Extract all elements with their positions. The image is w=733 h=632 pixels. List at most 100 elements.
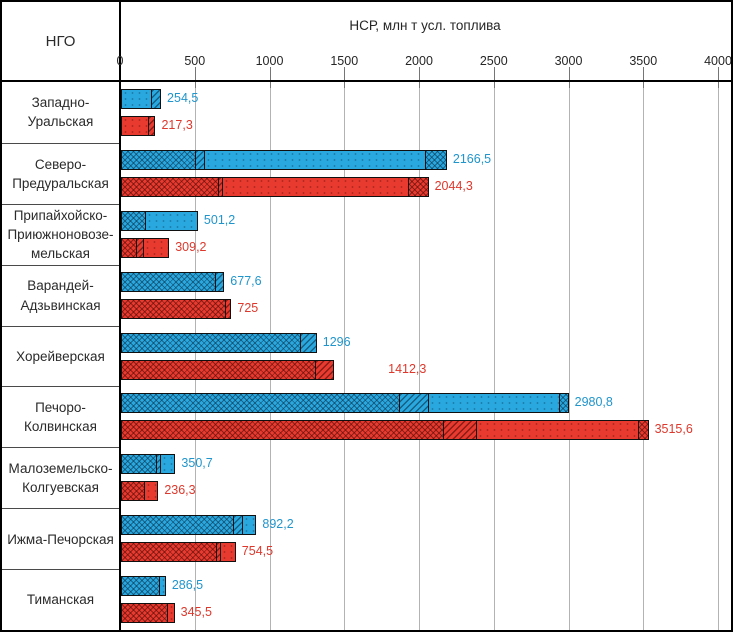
category-row: Варандей- Адзьвинская 677,6 725: [2, 264, 731, 326]
axis-tick-label: 2500: [479, 54, 508, 68]
bar-value-label: 2166,5: [452, 151, 492, 166]
axis-tick-label: 1500: [330, 54, 359, 68]
bar-segment: [225, 299, 231, 318]
category-label: Малоземельско- Колгуевская: [2, 447, 119, 508]
bar-value-label: 501,2: [203, 212, 236, 227]
bar-segment: [151, 90, 161, 108]
bar-segment: [122, 272, 215, 291]
bar-segment: [144, 482, 158, 501]
bar-segment: [145, 211, 197, 230]
axis-tick: [493, 67, 495, 88]
bar-segment: [299, 333, 316, 352]
bar-segment: [122, 455, 156, 474]
bar-segment: [159, 577, 165, 596]
bar-segment: [558, 394, 568, 413]
ngo-header-cell: НГО: [45, 32, 76, 50]
axis-tick-label: 3000: [554, 54, 583, 68]
bar-segment: [148, 117, 155, 135]
bar-value-label: 345,5: [180, 605, 212, 620]
axis-tick-label: 4000: [704, 54, 732, 68]
bar-segment: [399, 394, 429, 413]
bar-blue: [121, 271, 225, 292]
bar-blue: [121, 454, 176, 475]
bar-segment: [428, 394, 559, 413]
bar-segment: [443, 421, 477, 440]
bar-segment: [408, 177, 428, 196]
category-row: Ижма-Печорская 892,2 754,5: [2, 508, 731, 569]
bar-value-label: 309,2: [175, 239, 207, 254]
bar-red: [121, 359, 335, 380]
gridline: [344, 82, 346, 630]
bar-segment: [160, 455, 175, 474]
bar-red: [121, 420, 649, 441]
bar-red: [121, 176, 429, 197]
bar-value-label: 1296: [322, 334, 351, 349]
bar-segment: [122, 117, 149, 135]
bar-blue: [121, 515, 257, 536]
bar-segment: [122, 516, 234, 535]
bar-segment: [122, 299, 226, 318]
bar-blue: [121, 576, 166, 597]
bar-red: [121, 542, 236, 563]
gridline: [718, 82, 719, 630]
axis-tick-label: 3500: [629, 54, 658, 68]
bar-value-label: 2044,3: [434, 178, 473, 193]
bar-segment: [637, 421, 648, 440]
gridline: [194, 82, 196, 630]
bar-segment: [195, 150, 205, 169]
bar-blue: [121, 89, 162, 109]
category-row: Хорейверская 1296 1412,3: [2, 325, 731, 387]
bar-value-label: 677,6: [230, 273, 262, 288]
axis-tick: [643, 67, 645, 88]
bar-red: [121, 603, 175, 624]
bar-segment: [122, 90, 152, 108]
axis-tick-label: 1000: [255, 54, 284, 68]
bar-value-label: 3515,6: [654, 422, 693, 437]
bar-segment: [122, 577, 160, 596]
bar-segment: [136, 238, 143, 257]
gridline: [568, 82, 570, 630]
bar-segment: [122, 394, 400, 413]
category-row: Тиманская 286,5 345,5: [2, 569, 731, 630]
axis-title: НСР, млн т усл. топлива: [349, 18, 501, 33]
bar-segment: [155, 455, 161, 474]
gridline: [643, 82, 645, 630]
gridline: [269, 82, 271, 630]
axis-tick: [568, 67, 570, 88]
bar-red: [121, 116, 156, 136]
bar-red: [121, 298, 232, 319]
category-row: Припайхойско- Приюжноновозе- мельская 501…: [2, 203, 731, 265]
category-label: Северо- Предуральская: [2, 142, 119, 204]
bar-segment: [122, 211, 146, 230]
axis-tick: [718, 67, 719, 88]
bar-value-label: 754,5: [241, 544, 274, 559]
category-row: Северо- Предуральская 2166,5 2044,3: [2, 142, 731, 204]
category-label: Печоро- Колвинская: [2, 386, 119, 447]
bar-segment: [222, 177, 409, 196]
bar-segment: [216, 543, 220, 562]
category-row: Малоземельско- Колгуевская 350,7 236,3: [2, 447, 731, 508]
bar-red: [121, 237, 170, 258]
bar-segment: [122, 543, 217, 562]
bar-segment: [122, 177, 218, 196]
gridline: [419, 82, 420, 630]
bar-value-label: 2980,8: [574, 395, 613, 410]
category-row: Печоро- Колвинская 2980,8 3515,6: [2, 386, 731, 447]
category-label: Тиманская: [2, 569, 119, 630]
axis-tick: [269, 67, 271, 88]
bar-segment: [204, 150, 426, 169]
axis-tick: [344, 67, 346, 88]
bar-segment: [233, 516, 243, 535]
bar-segment: [122, 360, 315, 379]
bar-segment: [122, 604, 167, 623]
bar-blue: [121, 332, 317, 353]
bar-segment: [425, 150, 446, 169]
category-label: Варандей- Адзьвинская: [2, 264, 119, 326]
axis-tick-label: 500: [184, 54, 206, 68]
category-label: Ижма-Печорская: [2, 508, 119, 569]
bar-blue: [121, 210, 198, 231]
bar-value-label: 350,7: [181, 456, 213, 471]
bar-red: [121, 481, 159, 502]
bar-segment: [122, 333, 300, 352]
